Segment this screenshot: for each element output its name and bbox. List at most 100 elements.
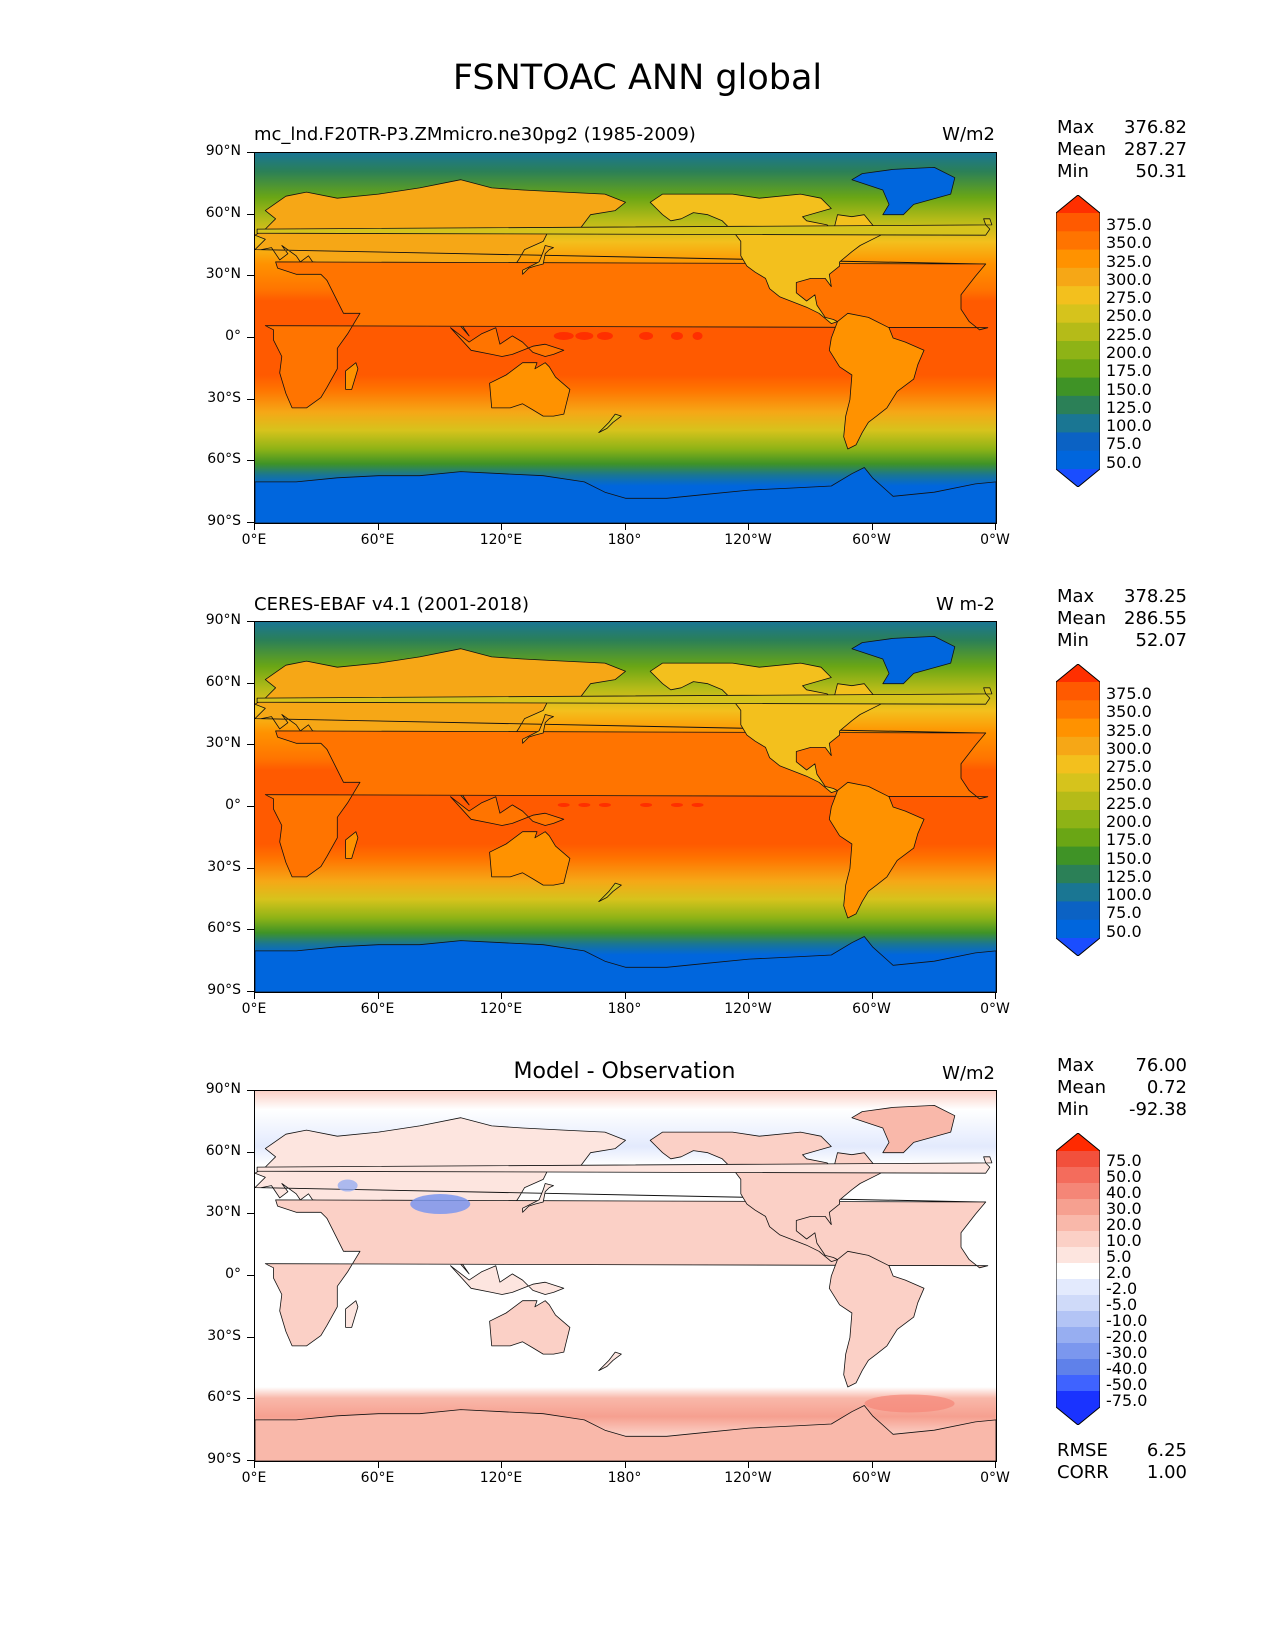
colorbar-segment [1056, 846, 1100, 866]
colorbar-tick-label: 200.0 [1106, 343, 1152, 362]
colorbar-segment [1056, 231, 1100, 251]
lon-tick-label: 180° [607, 532, 642, 548]
coastline-japan [522, 1183, 554, 1213]
equatorial-max [670, 802, 683, 807]
stat-value: 50.31 [1135, 161, 1187, 182]
colorbar-segment [1056, 322, 1100, 342]
colorbar-segment [1056, 1327, 1100, 1344]
colorbar-segment [1056, 267, 1100, 287]
coastline-indonesia [450, 327, 565, 357]
lon-tick [748, 523, 749, 530]
equatorial-max [575, 331, 594, 340]
coastline-nz [598, 413, 622, 434]
colorbar-segment [1056, 1295, 1100, 1312]
lon-tick-label: 60°W [852, 1001, 891, 1017]
stat-row-max: Max 378.25 [1057, 586, 1187, 608]
panel-model: mc_lnd.F20TR-P3.ZMmicro.ne30pg2 (1985-20… [0, 0, 1275, 440]
anomaly-caspian [337, 1179, 358, 1192]
colorbar-tick-label: 150.0 [1106, 848, 1152, 868]
colorbar-tick-label: 225.0 [1106, 793, 1152, 813]
equatorial-max [670, 331, 683, 340]
coastline-samerica [828, 781, 925, 919]
lat-tick [247, 1275, 254, 1276]
colorbar-segment [1056, 718, 1100, 738]
stat-row-rmse: RMSE 6.25 [1057, 1440, 1187, 1462]
lat-tick [247, 1090, 254, 1091]
colorbar-segment [1056, 1247, 1100, 1264]
coastline-australia [489, 362, 571, 417]
stat-key: RMSE [1057, 1440, 1108, 1461]
stat-value: 6.25 [1146, 1440, 1187, 1461]
coastline-uk [256, 218, 993, 236]
lat-tick-label: 30°S [207, 1327, 241, 1344]
stats-diff: Max 76.00 Mean 0.72 Min -92.38 [1057, 1055, 1187, 1121]
bottom-stats: RMSE 6.25 CORR 1.00 [1057, 1440, 1187, 1484]
lon-tick-label: 0°E [241, 1001, 267, 1017]
map-obs [254, 621, 997, 993]
lon-tick [995, 992, 996, 999]
stat-key: Mean [1057, 608, 1107, 629]
lon-tick-label: 0°W [980, 1470, 1010, 1486]
lat-tick [247, 398, 254, 400]
lat-tick-label: 60°S [207, 1389, 241, 1406]
lat-tick [247, 621, 254, 622]
equatorial-max [691, 802, 704, 807]
stat-key: Mean [1057, 139, 1107, 160]
lon-tick [377, 1461, 379, 1468]
stat-row-mean: Mean 0.72 [1057, 1077, 1187, 1099]
stat-value: 286.55 [1124, 608, 1187, 629]
colorbar-tick-label: 150.0 [1106, 379, 1152, 399]
equatorial-max [557, 802, 570, 807]
stat-key: Min [1057, 630, 1089, 651]
colorbar-tick-label: 5.0 [1106, 1247, 1132, 1266]
lat-tick [247, 522, 254, 523]
lon-tick [995, 523, 996, 530]
anomaly-southern-ocean [864, 1394, 955, 1413]
lon-tick [624, 1461, 626, 1468]
coastline-uk [256, 687, 993, 705]
colorbar-tick-label: 75.0 [1106, 434, 1142, 454]
colorbar-segment [1056, 1167, 1100, 1184]
stat-key: Max [1057, 1055, 1095, 1076]
colorbar-tick-label: 275.0 [1106, 288, 1152, 308]
stat-value: -92.38 [1128, 1099, 1187, 1120]
lon-tick-label: 120°E [479, 1470, 523, 1486]
lon-tick-label: 180° [607, 1470, 642, 1486]
lat-tick [247, 1213, 254, 1215]
colorbar-tick-label: 75.0 [1106, 903, 1142, 923]
colorbar-segment [1056, 1279, 1100, 1296]
colorbar-tick-label: 100.0 [1106, 885, 1152, 905]
map-model [254, 152, 997, 524]
coastline-madagascar [345, 831, 359, 859]
colorbar-tick-label: 250.0 [1106, 775, 1152, 795]
lat-tick [247, 682, 254, 684]
colorbar-extend-min [1056, 938, 1100, 956]
equatorial-max [640, 802, 653, 807]
equatorial-max [639, 331, 654, 340]
colorbar-tick-label: 325.0 [1106, 251, 1152, 271]
colorbar-tick-label: 100.0 [1106, 416, 1152, 436]
colorbar-segment [1056, 736, 1100, 756]
stat-row-corr: CORR 1.00 [1057, 1462, 1187, 1484]
colorbar-tick-label: 375.0 [1106, 684, 1152, 703]
colorbar-model [1055, 194, 1101, 488]
lon-tick-label: 60°W [852, 1470, 891, 1486]
lon-tick-label: 0°W [980, 532, 1010, 548]
lon-tick [254, 523, 255, 530]
lat-tick-label: 90°S [207, 982, 241, 998]
stat-row-min: Min 50.31 [1057, 161, 1187, 183]
lat-tick-label: 0° [225, 328, 241, 344]
lon-tick-label: 0°E [241, 532, 267, 548]
colorbar-tick-label: -5.0 [1106, 1295, 1138, 1314]
colorbar-tick-label: 30.0 [1106, 1199, 1142, 1218]
colorbar-segment [1056, 1231, 1100, 1248]
lat-tick [247, 275, 254, 277]
lat-tick [247, 806, 254, 807]
lat-tick [247, 213, 254, 215]
stat-row-min: Min -92.38 [1057, 1099, 1187, 1121]
colorbar-tick-label: 375.0 [1106, 215, 1152, 234]
lon-tick-label: 0°E [241, 1470, 267, 1486]
colorbar-segment [1056, 700, 1100, 720]
lon-tick-label: 120°W [724, 1470, 772, 1486]
stat-key: Min [1057, 161, 1089, 182]
